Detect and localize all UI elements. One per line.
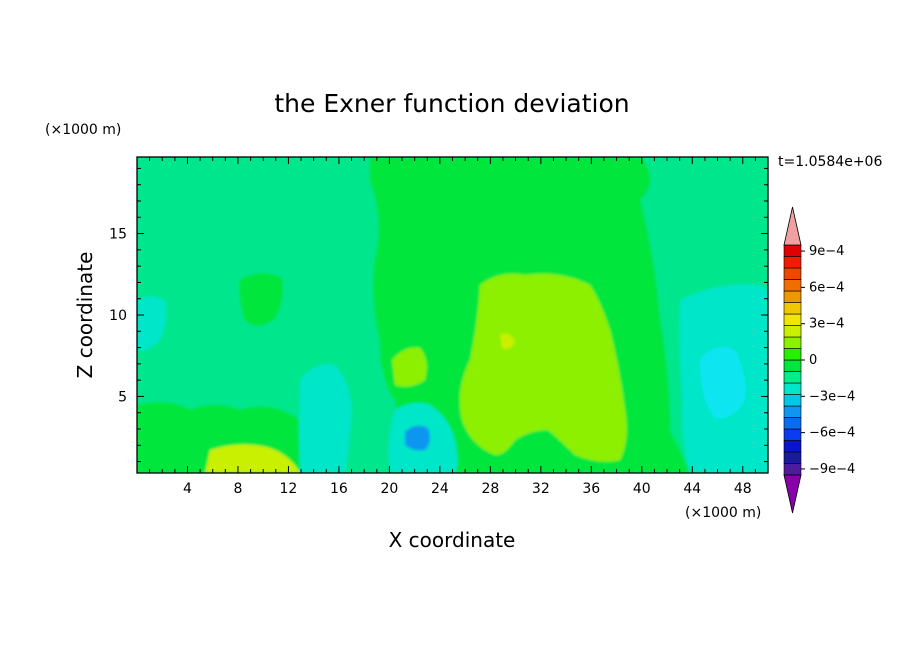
- colorbar: −9e−4 −6e−4 −3e−4 0 3e−4 6e−4 9e−4: [783, 206, 855, 514]
- colorbar-swatch: [783, 336, 802, 349]
- colorbar-top-triangle: [783, 206, 802, 246]
- x-tick-label: 12: [280, 481, 298, 497]
- colorbar-tick-label: 9e−4: [809, 244, 844, 259]
- contour-level-3e4-small: [392, 347, 427, 387]
- x-tick-label: 36: [582, 481, 600, 497]
- colorbar-swatch: [783, 451, 802, 464]
- x-tick-label: 4: [183, 481, 192, 497]
- x-tick-label: 8: [233, 481, 242, 497]
- contour-level-3e4-inner: [500, 333, 515, 350]
- colorbar-tick-label: 0: [809, 353, 817, 368]
- colorbar-bottom-triangle: [783, 474, 802, 514]
- y-tick-label: 5: [118, 389, 127, 405]
- x-tick-label: 20: [380, 481, 398, 497]
- contour-level-3e4-plume: [459, 273, 627, 462]
- contour-level-0-left-mid: [239, 273, 283, 326]
- colorbar-swatch: [783, 417, 802, 430]
- colorbar-swatch: [783, 359, 802, 372]
- colorbar-tick-label: −9e−4: [809, 462, 855, 477]
- y-axis-label: Z coordinate: [73, 252, 97, 379]
- plot-area: [137, 157, 768, 473]
- contour-level-neg3e4-left: [137, 296, 167, 352]
- colorbar-swatch: [783, 405, 802, 418]
- colorbar-swatch: [783, 440, 802, 453]
- colorbar-swatch: [783, 302, 802, 315]
- x-tick-label: 44: [683, 481, 701, 497]
- chart-title: the Exner function deviation: [274, 89, 629, 118]
- colorbar-swatch: [783, 256, 802, 269]
- y-unit-label: (×1000 m): [45, 122, 121, 138]
- colorbar-tick-label: 6e−4: [809, 280, 844, 295]
- colorbar-swatch: [783, 244, 802, 257]
- colorbar-swatch: [783, 382, 802, 395]
- contour-level-neg4e4-right: [700, 346, 746, 419]
- x-axis-label: X coordinate: [389, 528, 516, 552]
- colorbar-tick-label: −3e−4: [809, 389, 855, 404]
- x-tick-label: 40: [633, 481, 651, 497]
- y-axis-ticks: 5 10 15: [109, 167, 768, 463]
- contour-level-3e4-bottom: [205, 444, 300, 473]
- colorbar-swatch: [783, 371, 802, 384]
- time-label: t=1.0584e+06: [778, 154, 882, 170]
- x-unit-label: (×1000 m): [685, 505, 761, 521]
- contour-level-neg3e4-x15: [299, 364, 352, 473]
- colorbar-swatch: [783, 279, 802, 292]
- x-tick-label: 48: [734, 481, 752, 497]
- colorbar-tick-label: −6e−4: [809, 426, 855, 441]
- colorbar-tick-label: 3e−4: [809, 317, 844, 332]
- colorbar-swatch: [783, 313, 802, 326]
- contour-fills: [137, 157, 768, 473]
- colorbar-swatch: [783, 325, 802, 338]
- contour-level-neg5e4-center: [405, 425, 430, 451]
- colorbar-swatch: [783, 290, 802, 303]
- x-tick-label: 28: [481, 481, 499, 497]
- colorbar-swatch: [783, 348, 802, 361]
- colorbar-swatch: [783, 463, 802, 476]
- y-tick-label: 10: [109, 308, 127, 324]
- colorbar-swatch: [783, 394, 802, 407]
- x-tick-label: 16: [330, 481, 348, 497]
- x-tick-label: 32: [532, 481, 550, 497]
- x-tick-label: 24: [431, 481, 449, 497]
- y-tick-label: 15: [109, 227, 127, 243]
- x-axis-ticks: 4 8 12 16 20 24 28 32 36 40 44 48: [149, 157, 756, 497]
- colorbar-swatch: [783, 267, 802, 280]
- colorbar-swatch: [783, 428, 802, 441]
